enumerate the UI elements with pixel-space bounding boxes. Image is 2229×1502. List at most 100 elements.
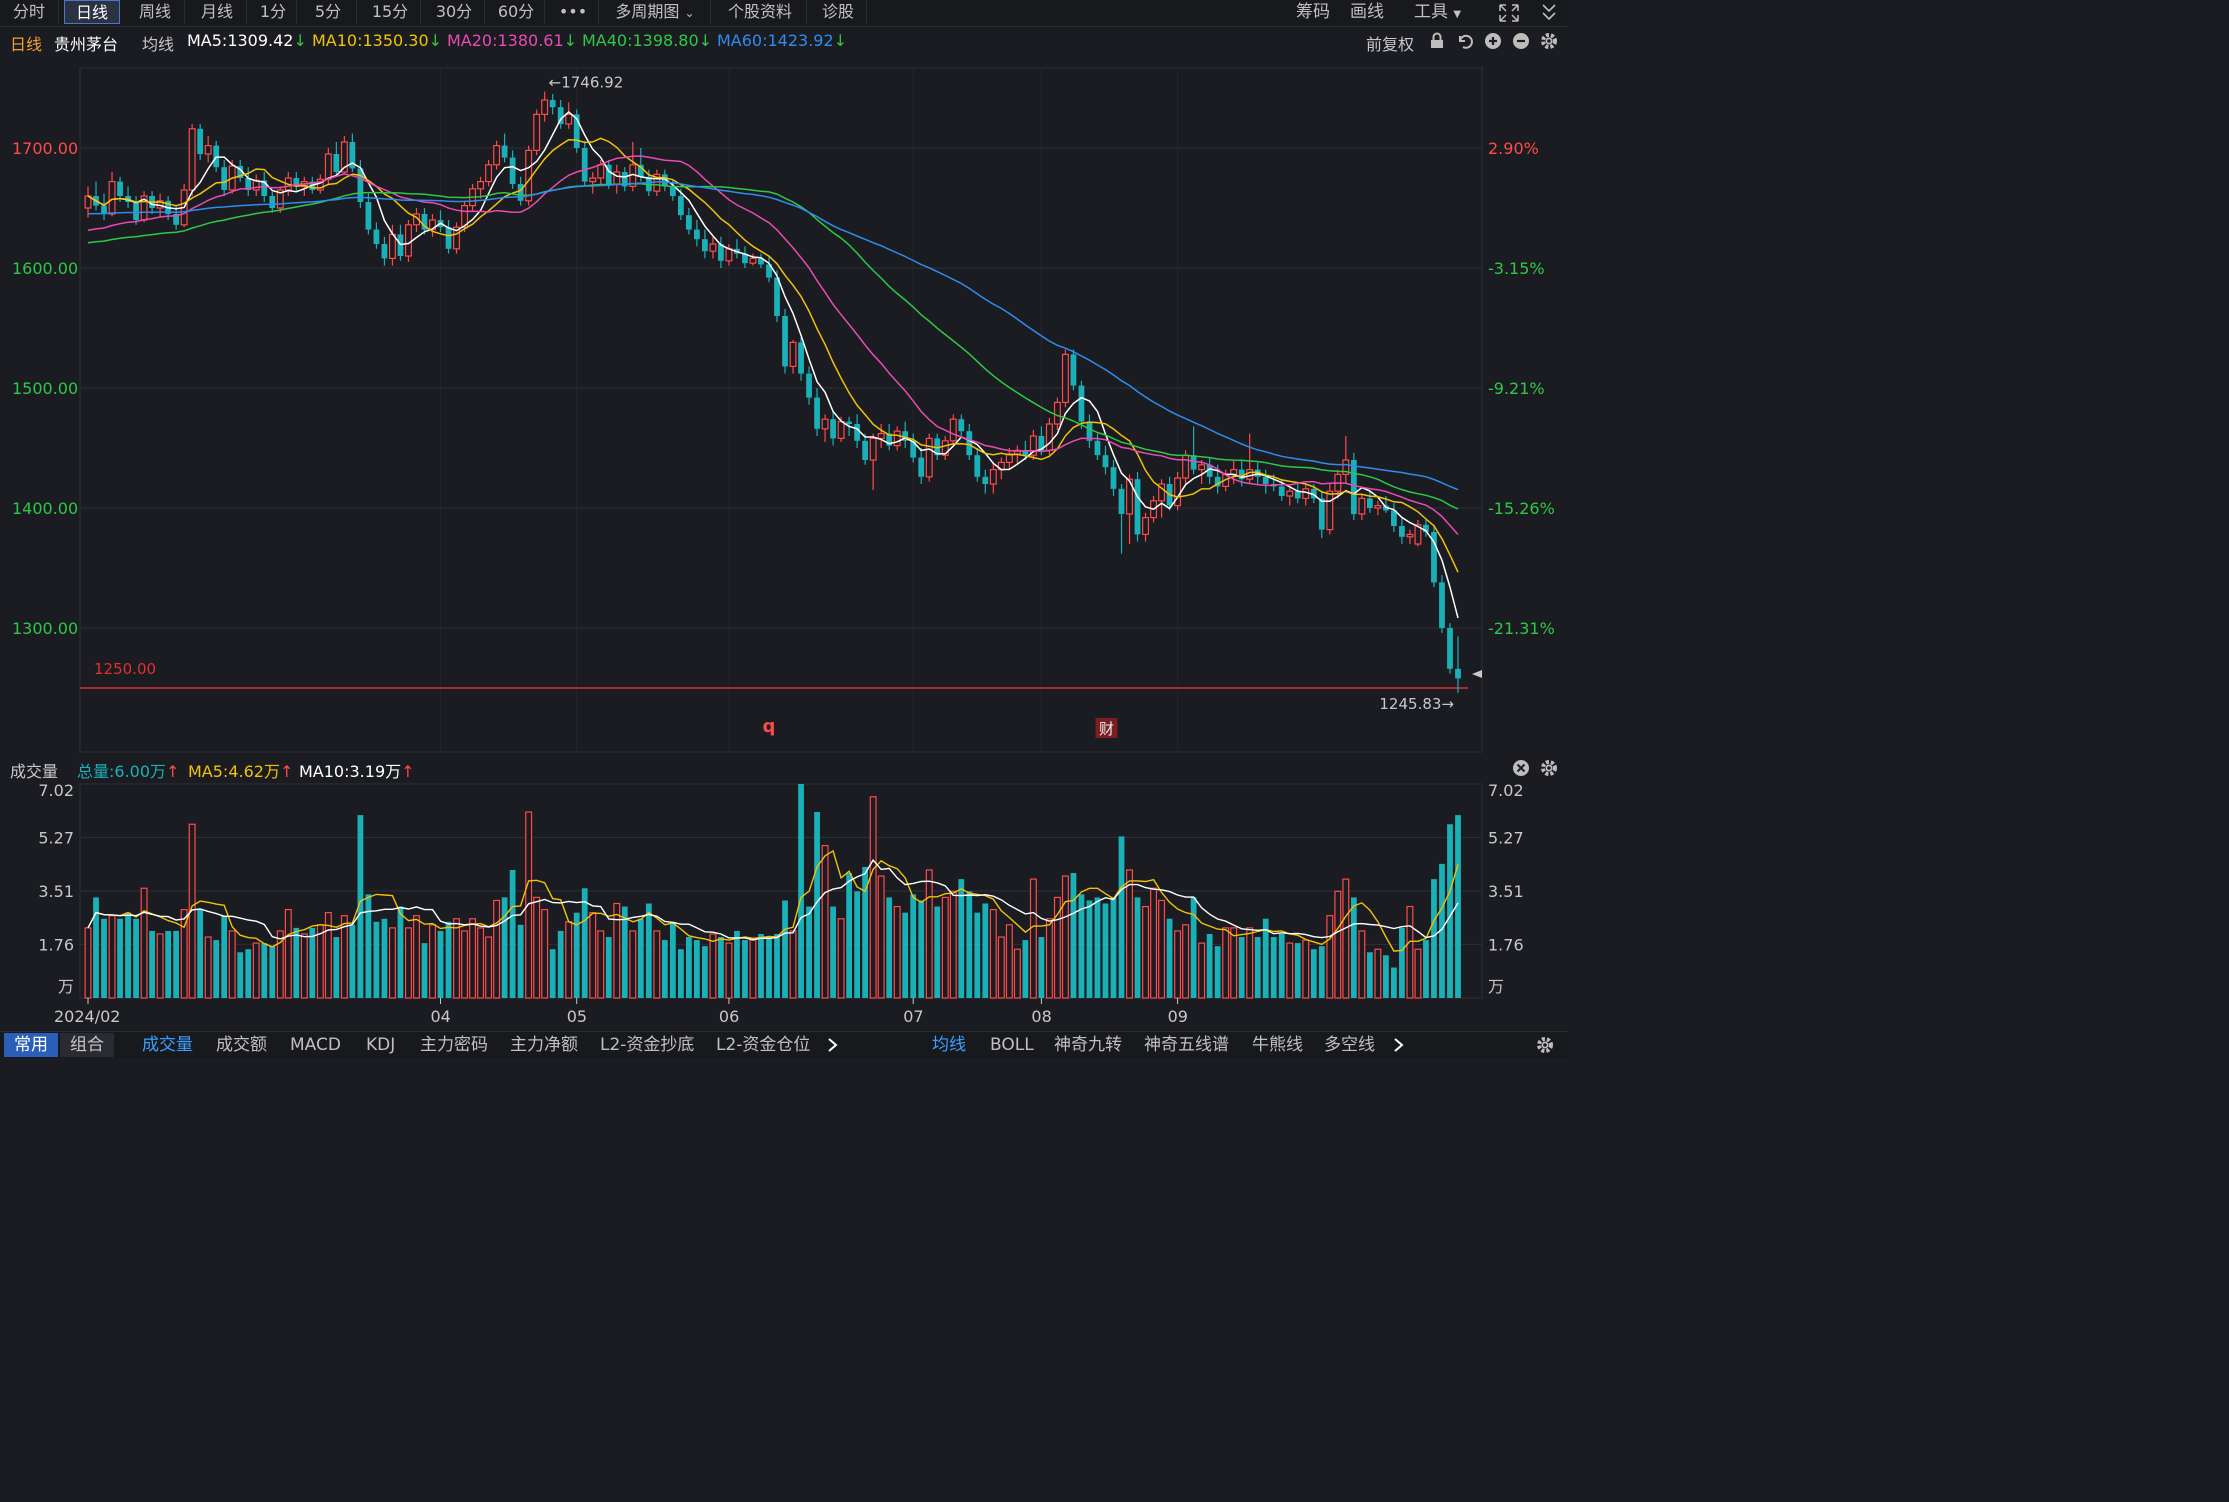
volume-bar-down xyxy=(1310,949,1317,998)
volume-settings-gear-icon[interactable] xyxy=(1540,759,1558,777)
volume-bar-up xyxy=(485,936,493,999)
overlay-tab[interactable]: 神奇九转 xyxy=(1054,1035,1122,1055)
reference-line-label: 1250.00 xyxy=(94,660,156,678)
candle xyxy=(1078,380,1085,429)
candle-body-up xyxy=(1302,488,1310,499)
candle xyxy=(1198,460,1206,484)
indicator-tab[interactable]: 成交额 xyxy=(216,1035,267,1055)
period-tab[interactable]: 周线 xyxy=(126,0,185,24)
candle-body-up xyxy=(541,99,549,115)
stock-info-button[interactable]: 个股资料 xyxy=(714,0,807,24)
candle-body-up xyxy=(404,224,412,257)
volume-bar-down xyxy=(421,943,428,998)
candle-body-up xyxy=(477,180,485,190)
candle xyxy=(477,176,485,199)
tab-common[interactable]: 常用 xyxy=(4,1033,58,1057)
candle xyxy=(1086,414,1093,448)
finance-report-badge[interactable] xyxy=(1095,718,1118,738)
diagnose-button[interactable]: 诊股 xyxy=(810,0,867,24)
candle-body-up xyxy=(821,418,829,430)
period-tab[interactable]: 5分 xyxy=(300,0,357,24)
period-tab[interactable]: 日线 xyxy=(64,0,120,24)
price-axis-left: 1700.00 1600.00 1500.00 1400.00 1300.00 xyxy=(12,139,78,638)
volume-bar-down xyxy=(621,906,628,998)
volume-bar-down xyxy=(958,879,965,998)
candle xyxy=(549,94,556,115)
volume-bar-up xyxy=(877,875,885,999)
avg-line-label[interactable]: 均线 xyxy=(142,35,175,54)
indicator-tab[interactable]: KDJ xyxy=(366,1035,396,1055)
close-panel-icon[interactable] xyxy=(1512,759,1530,777)
volume-chart[interactable]: 7.02 7.02 5.27 5.27 3.51 3.51 1.76 1.76 万 万 2024/… xyxy=(0,782,1568,1030)
adjust-mode-button[interactable]: 前复权 xyxy=(1366,35,1415,54)
candle-body-down xyxy=(421,214,428,230)
draw-line-button[interactable]: 画线 xyxy=(1350,2,1384,22)
indicator-tab[interactable]: L2-资金抄底 xyxy=(600,1035,695,1055)
overlay-tab[interactable]: 神奇五线谱 xyxy=(1144,1035,1229,1055)
indicator-tab[interactable]: MACD xyxy=(290,1035,341,1055)
volume-bar-down xyxy=(445,921,452,998)
overlay-tab[interactable]: 多空线 xyxy=(1324,1035,1375,1055)
period-tab[interactable]: 15分 xyxy=(360,0,421,24)
fullscreen-icon[interactable] xyxy=(1498,3,1520,23)
candle-body-down xyxy=(846,421,852,424)
volume-ma5: MA5:4.62万↑ xyxy=(188,758,293,782)
volume-bar-up xyxy=(1334,890,1342,999)
volume-bar-down xyxy=(830,906,836,998)
candle-body-down xyxy=(501,145,508,158)
overlay-tab[interactable]: BOLL xyxy=(990,1035,1034,1055)
multi-period-dropdown[interactable]: 多周期图 ⌄ xyxy=(600,0,711,24)
candle xyxy=(557,100,564,129)
indicator-tab[interactable]: 主力密码 xyxy=(420,1035,488,1055)
collapse-icon[interactable] xyxy=(1540,3,1558,23)
candle-body-down xyxy=(1455,668,1461,679)
indicator-tab[interactable]: 主力净额 xyxy=(510,1035,578,1055)
candle-body-down xyxy=(1262,476,1269,484)
volume-bar-down xyxy=(782,900,788,998)
indicator-tab[interactable]: 成交量 xyxy=(142,1035,193,1055)
period-tab[interactable]: 1分 xyxy=(250,0,297,24)
volume-header: 成交量 总量:6.00万↑ MA5:4.62万↑ MA10:3.19万↑ xyxy=(0,755,1568,781)
tools-dropdown[interactable]: 工具 ▼ xyxy=(1414,0,1461,24)
candle-body-down xyxy=(621,172,628,187)
price-tick-label: 1500.00 xyxy=(12,379,78,398)
indicator-tab[interactable]: L2-资金仓位 xyxy=(716,1035,811,1055)
period-tab[interactable]: 分时 xyxy=(0,0,59,24)
volume-tick-label: 1.76 xyxy=(38,935,74,954)
candle-body-up xyxy=(1029,435,1037,456)
candle-body-down xyxy=(1350,460,1357,514)
candle-body-down xyxy=(1423,524,1429,532)
candle xyxy=(821,414,829,442)
overlay-tab[interactable]: 牛熊线 xyxy=(1252,1035,1303,1055)
chips-button[interactable]: 筹码 xyxy=(1296,2,1330,22)
candle xyxy=(742,246,748,268)
zoom-out-icon[interactable] xyxy=(1512,32,1530,50)
candle-body-down xyxy=(862,440,869,460)
period-tab[interactable]: 月线 xyxy=(188,0,247,24)
zoom-in-icon[interactable] xyxy=(1484,32,1502,50)
tab-combo[interactable]: 组合 xyxy=(60,1033,114,1057)
bottom-settings-gear-icon[interactable] xyxy=(1536,1036,1554,1054)
volume-bar-up xyxy=(541,908,549,999)
overlay-tab[interactable]: 均线 xyxy=(932,1035,966,1055)
settings-gear-icon[interactable] xyxy=(1540,32,1558,50)
more-periods-button[interactable]: ••• xyxy=(548,0,599,24)
period-tab[interactable]: 30分 xyxy=(424,0,485,24)
candle xyxy=(982,469,989,494)
volume-bar-up xyxy=(228,930,236,999)
period-tab[interactable]: 60分 xyxy=(488,0,545,24)
volume-bar-up xyxy=(925,869,933,999)
volume-bar-up xyxy=(469,918,477,999)
lock-icon[interactable] xyxy=(1428,32,1446,50)
candlestick-chart[interactable]: 1700.00 1600.00 1500.00 1400.00 1300.00 2.90… xyxy=(0,56,1568,754)
chevron-right-icon[interactable] xyxy=(826,1037,840,1053)
candle xyxy=(758,253,764,268)
undo-icon[interactable] xyxy=(1456,32,1474,50)
candle xyxy=(269,191,276,213)
volume-bar-up xyxy=(404,927,412,999)
chevron-right-icon[interactable] xyxy=(1392,1037,1406,1053)
candle xyxy=(661,169,668,192)
candle xyxy=(902,421,909,448)
volume-bar-down xyxy=(117,918,123,998)
volume-bar-up xyxy=(629,930,637,999)
